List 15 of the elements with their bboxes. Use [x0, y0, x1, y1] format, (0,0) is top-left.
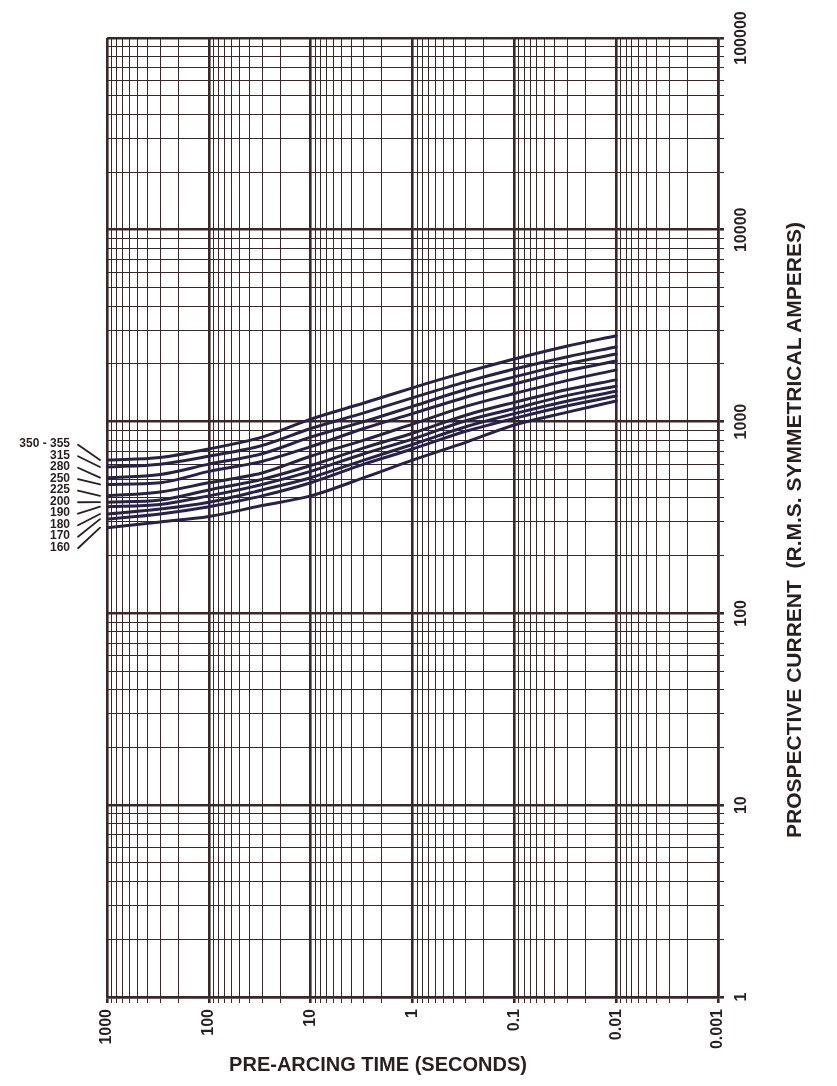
x-tick-label: 1000	[97, 1008, 115, 1045]
x-tick-label: 10	[301, 1008, 319, 1027]
x-tick-label: 1	[402, 1008, 420, 1018]
x-axis-title: PRE-ARCING TIME (SECONDS)	[229, 1052, 527, 1075]
x-tick-label: 0.01	[606, 1008, 624, 1041]
y-tick-label: 100	[732, 599, 750, 627]
y-axis-title: PROSPECTIVE CURRENT (R.M.S. SYMMETRICAL AMPERES)	[781, 221, 805, 839]
x-tick-label: 0.1	[504, 1008, 522, 1032]
x-tick-label: 0.001	[708, 1008, 726, 1050]
y-tick-label: 10000	[732, 207, 750, 253]
y-tick-label: 1	[732, 992, 750, 1002]
x-tick-label: 100	[199, 1008, 217, 1036]
y-tick-label: 10	[732, 796, 750, 815]
y-tick-label: 100000	[732, 11, 750, 65]
y-tick-label: 1000	[732, 403, 750, 440]
